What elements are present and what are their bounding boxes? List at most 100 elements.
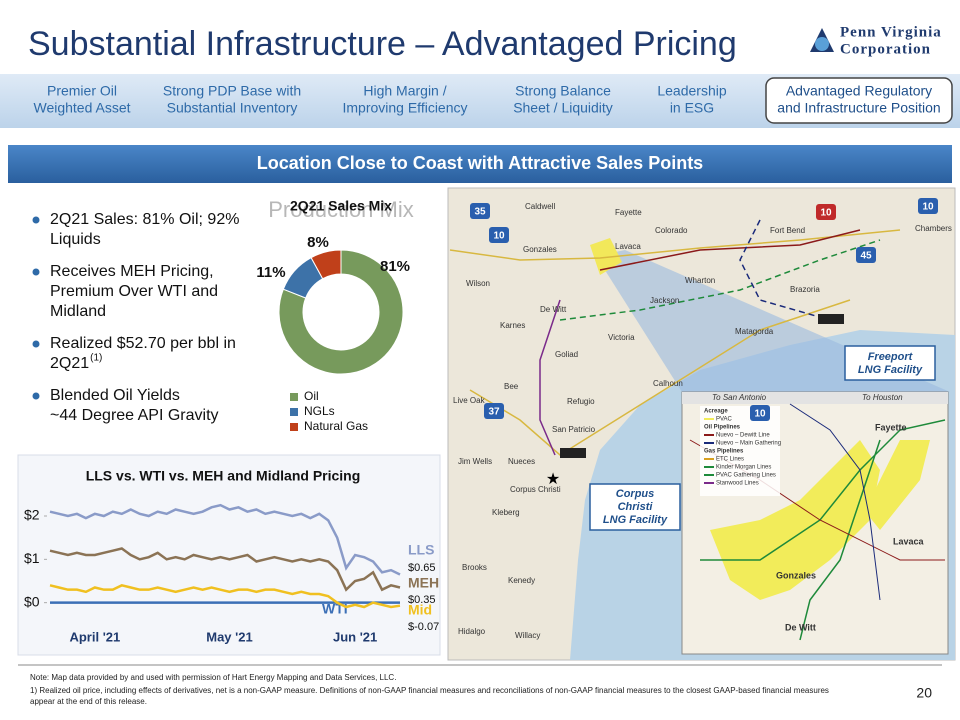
highway-number: 10 — [493, 231, 505, 242]
x-tick-label: May '21 — [206, 629, 252, 644]
series-label: WTI — [322, 601, 348, 617]
title: Substantial Infrastructure – Advantaged … — [28, 25, 737, 63]
map-label: Wharton — [685, 276, 715, 285]
bullet-text: Receives MEH Pricing, — [50, 263, 214, 280]
series-label: LLS — [408, 542, 434, 558]
map-label: Lavaca — [615, 242, 641, 251]
tab-label: Weighted Asset — [33, 100, 130, 116]
legend-label: NGLs — [304, 404, 335, 418]
tab-label: and Infrastructure Position — [777, 100, 940, 116]
map-label: Hidalgo — [458, 627, 486, 636]
tab-label: High Margin / — [363, 83, 446, 99]
note: Note: Map data provided by and used with… — [30, 673, 396, 682]
highway-number: 10 — [922, 202, 934, 213]
highway-number: 10 — [820, 208, 832, 219]
y-tick-label: $1 — [24, 550, 40, 566]
callout-text: Christi — [618, 501, 654, 513]
legend-swatch — [290, 408, 298, 416]
map-label: Nueces — [508, 457, 535, 466]
map-label: Caldwell — [525, 202, 555, 211]
map-label: Willacy — [515, 631, 540, 640]
pipeline — [559, 239, 881, 321]
legend-label: Gas Pipelines — [704, 449, 744, 455]
map-label: Matagorda — [735, 327, 774, 336]
data-label: 8% — [307, 234, 329, 251]
bullet-text: 2Q21 — [50, 355, 89, 372]
highway-shield — [750, 405, 770, 421]
highway-number: 10 — [754, 409, 766, 420]
map-label: Kleberg — [492, 508, 520, 517]
logo-text: Corporation — [840, 41, 931, 57]
tab-label: Strong PDP Base with — [163, 83, 301, 99]
series-line — [49, 584, 401, 609]
callout-box — [844, 345, 936, 381]
bullet-dot — [32, 216, 40, 224]
legend-label: Oil — [304, 389, 319, 403]
banner — [8, 145, 952, 183]
acreage — [590, 238, 622, 275]
bullet-text: Liquids — [50, 231, 101, 248]
series-label: MEH — [408, 575, 439, 591]
legend-label: Natural Gas — [304, 419, 368, 433]
chart-ghost-title: Production Mix — [268, 197, 414, 222]
map-label: De Witt — [540, 305, 567, 314]
highway-shield — [470, 203, 490, 219]
map-label: San Patricio — [552, 425, 596, 434]
callout-text: LNG Facility — [603, 514, 668, 526]
tab-label: in ESG — [670, 100, 714, 116]
map-label: Brazoria — [790, 285, 820, 294]
legend-label: PVAC Gathering Lines — [716, 473, 776, 479]
pipeline — [700, 419, 946, 561]
bullet-text: Midland — [50, 303, 106, 320]
pie-slice — [310, 249, 342, 280]
bullet-dot — [32, 392, 40, 400]
series-line — [49, 547, 401, 592]
bullet-dot — [32, 340, 40, 348]
callout-text: Corpus — [616, 488, 655, 500]
road — [449, 229, 901, 261]
legend-swatch — [290, 393, 298, 401]
star: ★ — [546, 471, 560, 488]
callout-text: LNG Facility — [858, 364, 923, 376]
bullet-text: Blended Oil Yields — [50, 387, 180, 404]
data-label: 11% — [256, 264, 285, 281]
highway-shield — [816, 204, 836, 220]
map-label: Jackson — [650, 296, 679, 305]
facility-icon — [818, 314, 844, 324]
logo-icon — [815, 37, 829, 51]
bullet-text: Realized $52.70 per bbl in — [50, 335, 236, 352]
highway-shield — [489, 227, 509, 243]
highway-number: 35 — [474, 207, 486, 218]
map-label: Karnes — [500, 321, 525, 330]
map-label: Jim Wells — [458, 457, 492, 466]
inset-label: To San Antonio — [712, 393, 767, 402]
inset-road — [682, 392, 948, 404]
series-label: Mid — [408, 602, 432, 618]
highway-number: 45 — [860, 251, 872, 262]
highway-shield — [856, 247, 876, 263]
inset-label: To Houston — [862, 393, 903, 402]
map-label: Goliad — [555, 350, 578, 359]
legend-label: Oil Pipelines — [704, 425, 741, 431]
pipeline — [799, 439, 881, 641]
tab-label: Leadership — [657, 83, 726, 99]
highway-number: 37 — [488, 407, 500, 418]
tab-label: Advantaged Regulatory — [786, 83, 932, 99]
callout-box — [589, 483, 681, 531]
legend-label: PVAC — [716, 417, 733, 423]
tab-label: Premier Oil — [47, 83, 117, 99]
map-label: Chambers — [915, 224, 952, 233]
logo: Penn Virginia Corporation — [810, 24, 941, 57]
acreage — [840, 440, 930, 530]
tab-label: Sheet / Liquidity — [513, 100, 613, 116]
map-label: Live Oak — [453, 396, 486, 405]
inset-label: Gonzales — [776, 570, 816, 580]
bullet-text: 2Q21 Sales: 81% Oil; 92% — [50, 211, 239, 228]
note: appear at the end of this release. — [30, 697, 147, 706]
legend-label: Nuevo – Dewitt Line — [716, 433, 770, 439]
map-label: Victoria — [608, 333, 635, 342]
highway-shield — [484, 403, 504, 419]
pipeline — [599, 229, 861, 271]
map-label: Corpus Christi — [510, 485, 561, 494]
